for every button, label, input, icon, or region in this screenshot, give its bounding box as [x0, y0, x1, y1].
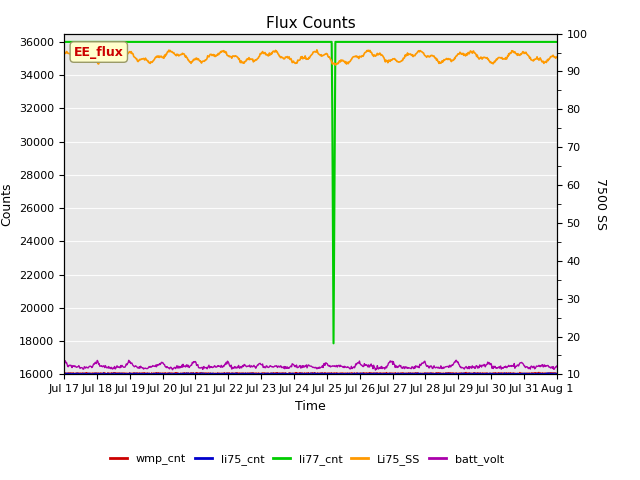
Li75_SS	[360, 50, 368, 56]
wmp_cnt	[359, 370, 367, 376]
Y-axis label: 7500 SS: 7500 SS	[594, 178, 607, 230]
li75_cnt	[543, 370, 551, 376]
Li75_SS	[348, 57, 355, 62]
batt_volt	[60, 359, 68, 365]
Li75_SS	[553, 54, 561, 60]
Li75_SS	[332, 62, 339, 68]
wmp_cnt	[484, 371, 492, 376]
X-axis label: Time: Time	[295, 400, 326, 413]
li77_cnt	[485, 39, 493, 45]
Li75_SS	[74, 46, 81, 52]
batt_volt	[486, 360, 493, 366]
li75_cnt	[90, 371, 98, 376]
wmp_cnt	[346, 370, 354, 376]
wmp_cnt	[535, 370, 543, 375]
li77_cnt	[435, 39, 442, 45]
batt_volt	[359, 364, 367, 370]
li75_cnt	[190, 372, 198, 377]
batt_volt	[553, 363, 561, 369]
Text: EE_flux: EE_flux	[74, 46, 124, 59]
li77_cnt	[90, 39, 98, 45]
wmp_cnt	[90, 371, 98, 376]
batt_volt	[435, 364, 442, 370]
batt_volt	[372, 367, 380, 373]
wmp_cnt	[374, 370, 382, 376]
batt_volt	[374, 366, 382, 372]
Li75_SS	[435, 60, 443, 66]
li75_cnt	[360, 371, 367, 376]
Y-axis label: Counts: Counts	[1, 182, 13, 226]
li75_cnt	[435, 371, 442, 377]
li75_cnt	[485, 371, 493, 376]
li77_cnt	[60, 39, 68, 45]
Line: li75_cnt: li75_cnt	[64, 373, 557, 374]
li75_cnt	[553, 371, 561, 377]
wmp_cnt	[540, 371, 547, 377]
Legend: wmp_cnt, li75_cnt, li77_cnt, Li75_SS, batt_volt: wmp_cnt, li75_cnt, li77_cnt, Li75_SS, ba…	[106, 450, 508, 469]
li77_cnt	[374, 39, 382, 45]
wmp_cnt	[553, 371, 561, 376]
Li75_SS	[91, 58, 99, 63]
Line: wmp_cnt: wmp_cnt	[64, 372, 557, 374]
li77_cnt	[553, 39, 561, 45]
Line: batt_volt: batt_volt	[64, 360, 557, 370]
li75_cnt	[60, 371, 68, 376]
li77_cnt	[347, 39, 355, 45]
wmp_cnt	[434, 370, 442, 376]
Line: li77_cnt: li77_cnt	[64, 42, 557, 343]
Line: Li75_SS: Li75_SS	[64, 49, 557, 65]
li75_cnt	[374, 371, 382, 376]
batt_volt	[346, 366, 354, 372]
wmp_cnt	[60, 371, 68, 376]
Li75_SS	[375, 51, 383, 57]
Li75_SS	[60, 51, 68, 57]
li75_cnt	[347, 371, 355, 377]
Li75_SS	[486, 58, 493, 64]
Title: Flux Counts: Flux Counts	[266, 16, 355, 31]
li77_cnt	[360, 39, 367, 45]
batt_volt	[452, 358, 460, 363]
batt_volt	[90, 361, 98, 367]
li77_cnt	[330, 340, 337, 346]
